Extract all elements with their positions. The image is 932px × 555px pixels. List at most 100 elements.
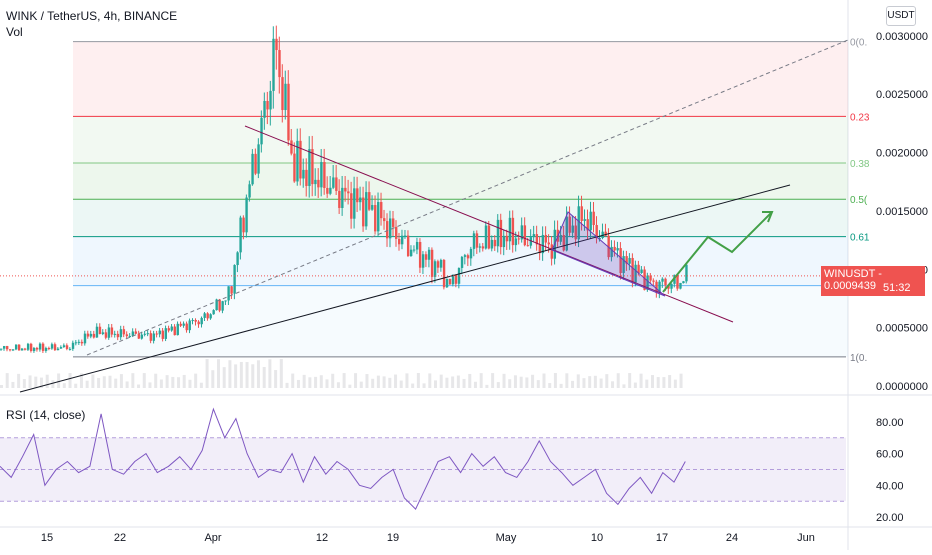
candle-body	[652, 280, 655, 282]
candle-body	[481, 246, 485, 249]
candle-body	[59, 347, 63, 349]
candle-body	[383, 218, 386, 222]
candle-body	[107, 327, 111, 338]
time-axis-tick-label: 12	[316, 532, 328, 544]
candle-body	[613, 246, 616, 251]
volume-bar	[291, 373, 295, 388]
candle-body	[284, 83, 287, 111]
volume-bar	[68, 373, 72, 388]
volume-bar	[274, 370, 278, 388]
candle-body	[400, 235, 404, 245]
candle-body	[679, 282, 682, 289]
volume-bar	[62, 383, 66, 388]
candle-body	[248, 184, 251, 198]
candle-body	[436, 261, 440, 268]
candle-body	[35, 347, 39, 350]
candle-body	[281, 77, 284, 111]
volume-bar	[508, 379, 512, 388]
candle-body	[146, 333, 150, 335]
candle-body	[628, 257, 631, 264]
volume-bar	[536, 380, 540, 388]
volume-bar	[354, 373, 358, 388]
candle-body	[544, 234, 548, 243]
projection-arrow	[662, 211, 773, 293]
candle-body	[296, 140, 299, 182]
volume-bar	[365, 374, 369, 388]
candle-body	[50, 344, 54, 349]
candle-body	[191, 319, 194, 321]
candle-body	[332, 177, 335, 188]
candle-body	[68, 348, 72, 350]
fib-zone	[73, 116, 848, 164]
candle-body	[299, 140, 302, 179]
candle-body	[29, 343, 33, 352]
volume-bar	[553, 373, 557, 388]
candle-body	[5, 346, 9, 350]
candle-body	[341, 187, 344, 208]
last-price-tag: WINUSDT - 0.0009439 51:32	[821, 266, 925, 296]
volume-bar	[165, 375, 169, 388]
candle-body	[547, 242, 551, 245]
volume-bar	[91, 374, 95, 388]
candle-body	[386, 221, 389, 239]
volume-bar	[114, 378, 118, 388]
volume-bar	[673, 379, 677, 388]
candle-body	[164, 328, 167, 339]
volume-bar	[85, 380, 89, 388]
time-axis-tick-label: 17	[656, 532, 668, 544]
fib-level-label: 0.23	[850, 112, 870, 123]
candle-body	[505, 235, 509, 242]
candle-body	[230, 286, 233, 294]
candle-body	[655, 281, 658, 293]
candle-body	[161, 330, 164, 339]
candle-body	[389, 218, 392, 239]
candle-body	[290, 140, 293, 154]
candle-body	[47, 348, 51, 350]
volume-bar	[376, 375, 380, 388]
candle-body	[356, 188, 359, 203]
candle-body	[77, 341, 81, 343]
candle-body	[365, 192, 368, 227]
volume-bar	[325, 379, 329, 388]
candle-body	[308, 149, 311, 186]
fib-level-label: 0.5(	[850, 195, 868, 206]
candle-body	[577, 206, 580, 240]
candle-body	[541, 234, 545, 254]
candle-body	[113, 333, 117, 335]
time-axis-tick-label: 24	[726, 532, 738, 544]
candle-body	[101, 332, 105, 335]
candle-body	[53, 344, 57, 351]
candle-body	[622, 256, 625, 274]
candle-body	[23, 348, 27, 350]
fib-zone	[73, 163, 848, 200]
volume-bar	[251, 364, 255, 388]
candle-body	[374, 205, 377, 232]
rsi-axis-tick-label: 40.00	[876, 480, 904, 492]
candle-body	[260, 117, 263, 145]
volume-bar	[605, 374, 609, 388]
candle-body	[89, 333, 93, 337]
volume-bar	[519, 376, 523, 388]
volume-bar	[359, 381, 363, 388]
candle-body	[412, 249, 416, 251]
volume-bar	[11, 381, 15, 388]
volume-bar	[97, 377, 101, 388]
volume-bar	[148, 382, 152, 388]
candle-body	[11, 349, 15, 351]
volume-bar	[222, 367, 226, 388]
volume-bar	[154, 373, 158, 388]
candle-body	[38, 343, 42, 350]
candle-body	[529, 237, 533, 246]
candle-body	[595, 225, 598, 239]
candle-body	[586, 219, 589, 231]
volume-bar	[650, 375, 654, 388]
currency-button[interactable]: USDT	[886, 6, 916, 26]
rsi-axis-tick-label: 20.00	[876, 512, 904, 524]
candle-body	[251, 153, 254, 185]
fib-zone	[73, 236, 848, 286]
candle-body	[209, 314, 212, 319]
candle-body	[427, 249, 431, 260]
candle-body	[451, 274, 455, 285]
